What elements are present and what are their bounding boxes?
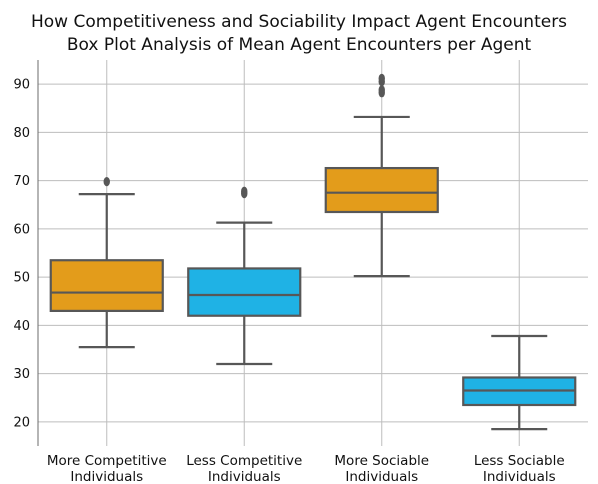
y-tick-label: 40 xyxy=(13,319,30,334)
x-category-label: Individuals xyxy=(70,469,143,484)
outlier-point xyxy=(241,186,248,196)
box-iqr xyxy=(187,267,302,317)
y-tick-label: 50 xyxy=(13,271,30,286)
x-category-label: Less Competitive xyxy=(186,453,302,469)
x-category-label: Individuals xyxy=(208,469,281,484)
chart-subtitle: Box Plot Analysis of Mean Agent Encounte… xyxy=(67,35,532,55)
box-group xyxy=(49,176,164,349)
x-category-label: Individuals xyxy=(483,469,556,484)
outlier-point xyxy=(378,73,385,83)
x-category-label: Individuals xyxy=(345,469,418,484)
chart-title: How Competitiveness and Sociability Impa… xyxy=(31,12,567,32)
y-tick-label: 20 xyxy=(13,415,30,430)
outlier-point xyxy=(378,85,385,95)
y-tick-label: 30 xyxy=(13,367,30,382)
x-category-label: More Competitive xyxy=(47,453,167,469)
y-tick-label: 60 xyxy=(13,222,30,237)
outlier-point xyxy=(103,176,110,187)
box-group xyxy=(324,73,439,278)
box-layer xyxy=(49,73,577,431)
y-tick-label: 80 xyxy=(13,126,30,141)
box-group xyxy=(187,186,302,366)
box-iqr xyxy=(49,259,164,312)
y-tick-label: 90 xyxy=(13,78,30,93)
box-iqr xyxy=(324,166,439,214)
x-category-label: Less Sociable xyxy=(474,453,565,469)
box-group xyxy=(462,334,577,431)
y-tick-label: 70 xyxy=(13,174,30,189)
x-category-label: More Sociable xyxy=(334,453,429,469)
y-tick-labels: 20 30 40 50 60 70 80 90 xyxy=(13,78,30,431)
